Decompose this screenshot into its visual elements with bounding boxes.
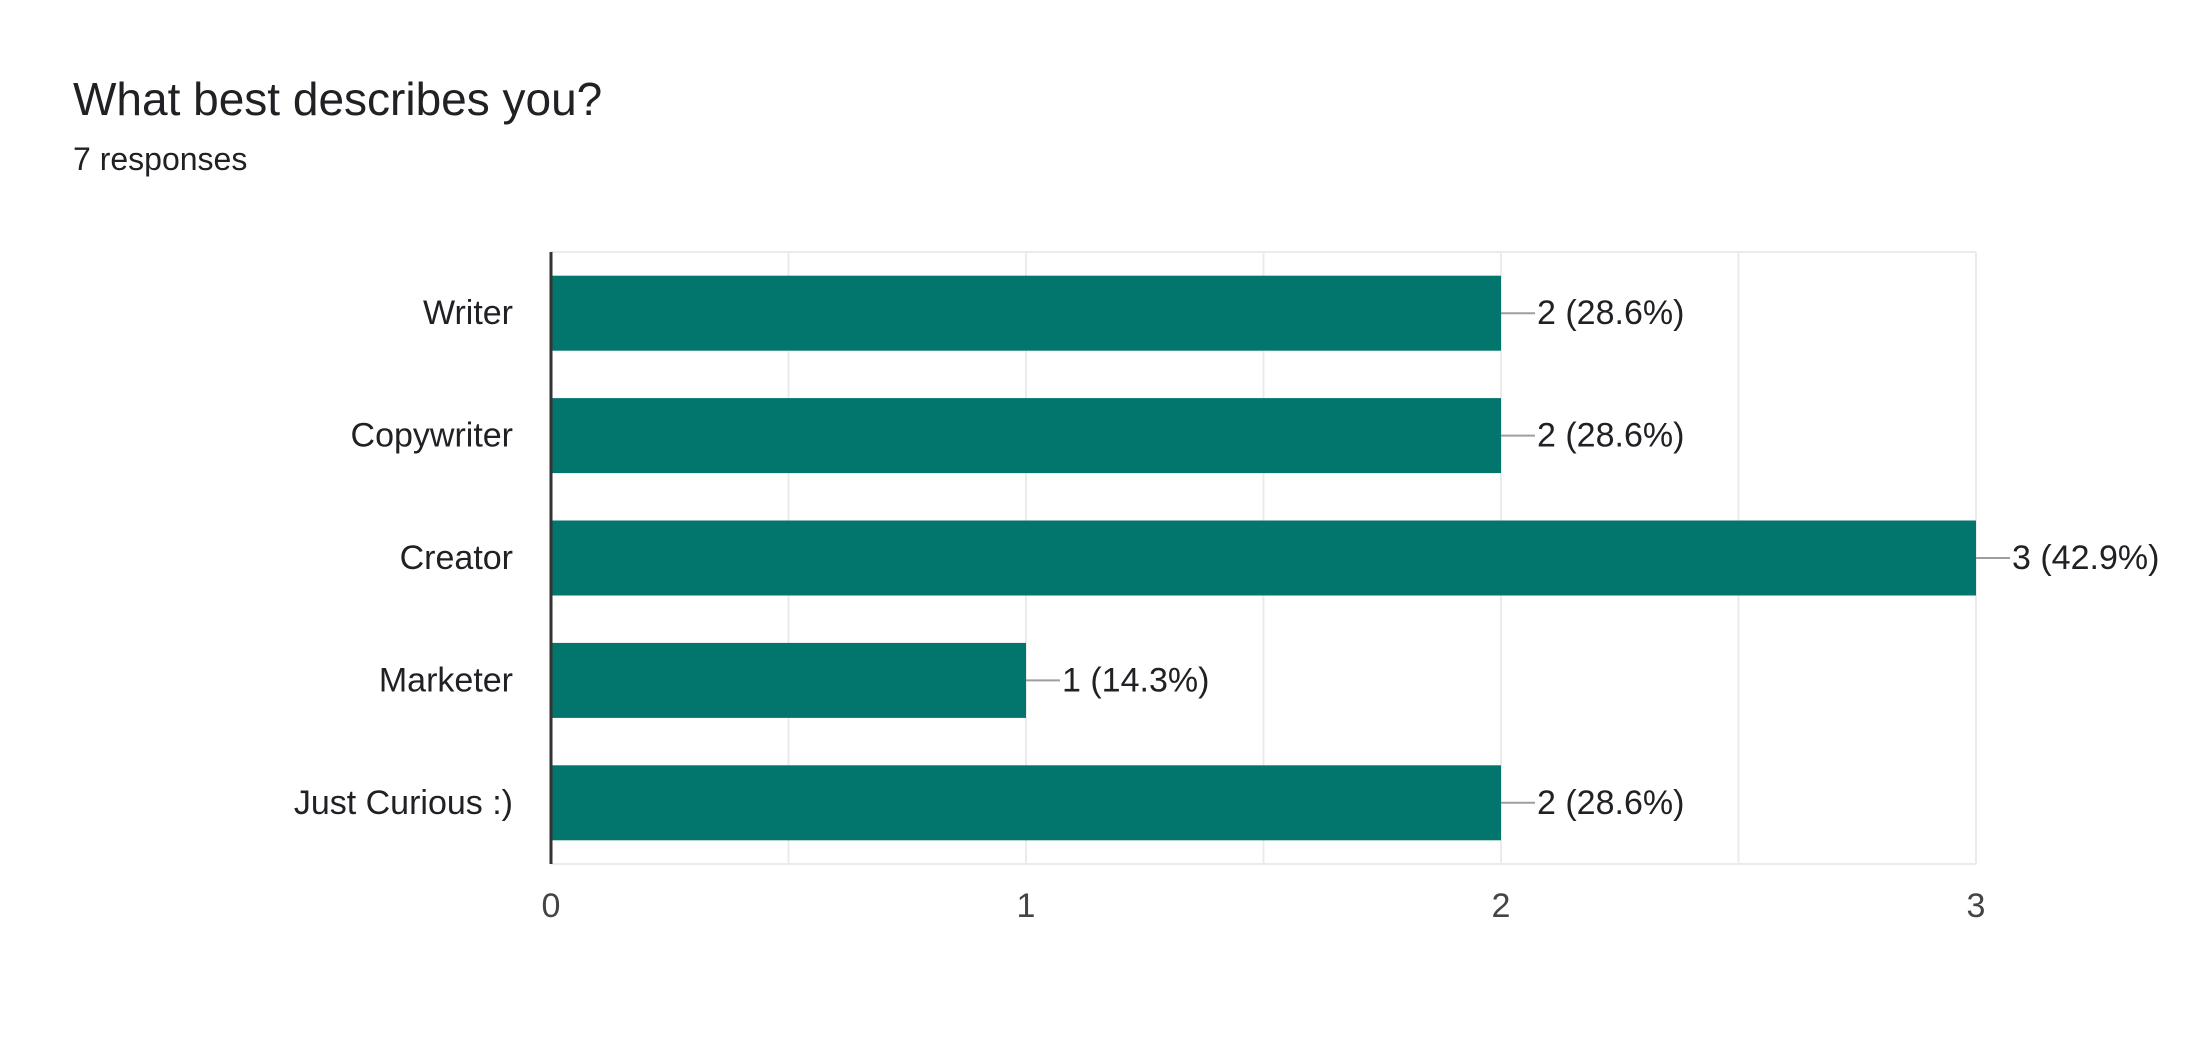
category-label: Just Curious :) xyxy=(294,784,513,822)
x-tick-label: 0 xyxy=(542,887,561,925)
bar-marketer xyxy=(551,642,1026,718)
bar-writer xyxy=(551,275,1501,351)
bars xyxy=(551,275,1976,841)
question-title: What best describes you? xyxy=(73,73,603,125)
x-tick-label: 3 xyxy=(1967,887,1986,925)
response-count: 7 responses xyxy=(73,141,248,178)
category-label: Writer xyxy=(423,294,513,332)
data-label: 2 (28.6%) xyxy=(1537,294,1684,332)
data-label: 2 (28.6%) xyxy=(1537,784,1684,822)
axes: 0 1 2 3 xyxy=(542,252,1986,925)
bar-copywriter xyxy=(551,398,1501,474)
question-header: What best describes you? 7 responses xyxy=(73,72,602,178)
category-label: Marketer xyxy=(379,661,513,699)
data-label: 2 (28.6%) xyxy=(1537,417,1684,455)
bar-creator xyxy=(551,520,1976,596)
labels: 2 (28.6%) Writer 2 (28.6%) Copywriter 3 (42.… xyxy=(294,294,2160,822)
x-tick-label: 1 xyxy=(1017,887,1036,925)
category-label: Creator xyxy=(400,539,513,577)
data-label: 1 (14.3%) xyxy=(1062,661,1209,699)
data-label: 3 (42.9%) xyxy=(2012,539,2159,577)
grid-lines xyxy=(551,251,1977,865)
bar-just-curious xyxy=(551,765,1501,841)
category-label: Copywriter xyxy=(351,417,513,455)
x-tick-label: 2 xyxy=(1492,887,1511,925)
